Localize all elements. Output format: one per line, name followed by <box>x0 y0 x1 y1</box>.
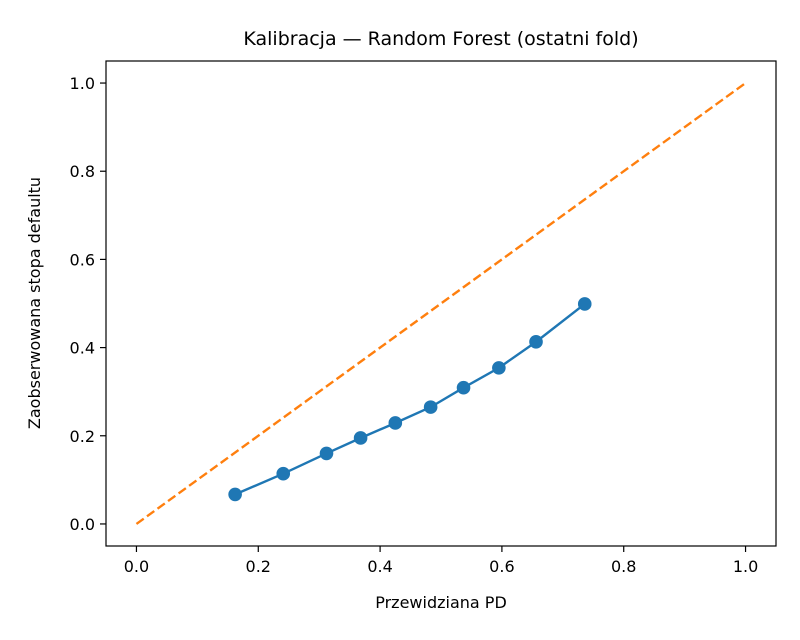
x-tick-label: 0.8 <box>611 557 636 576</box>
y-tick-label: 0.6 <box>70 250 95 269</box>
x-tick-label: 1.0 <box>733 557 758 576</box>
calibration-curve-line <box>234 302 586 496</box>
calibration-point <box>276 466 291 481</box>
calibration-point <box>353 431 368 445</box>
calibration-point <box>423 400 438 414</box>
y-tick-label: 1.0 <box>70 74 95 93</box>
reference-diagonal-line <box>135 82 747 525</box>
y-axis-ticks: 0.0 0.2 0.4 0.6 0.8 1.0 <box>70 74 106 534</box>
calibration-point <box>529 335 543 349</box>
x-tick-label: 0.2 <box>246 557 271 576</box>
plot-frame <box>105 60 777 547</box>
y-axis-label: Zaobserwowana stopa defaultu <box>25 177 44 429</box>
calibration-point <box>456 380 471 395</box>
x-tick-label: 0.4 <box>367 557 392 576</box>
calibration-point <box>319 446 334 461</box>
x-axis-ticks: 0.0 0.2 0.4 0.6 0.8 1.0 <box>124 546 758 576</box>
y-tick-label: 0.8 <box>70 162 95 181</box>
x-axis-label: Przewidziana PD <box>375 593 507 612</box>
y-tick-label: 0.2 <box>70 427 95 446</box>
calibration-point <box>492 361 506 375</box>
x-tick-label: 0.0 <box>124 557 149 576</box>
calibration-point <box>388 416 403 430</box>
y-tick-label: 0.4 <box>70 339 95 358</box>
chart-title: Kalibracja — Random Forest (ostatni fold… <box>243 28 638 50</box>
calibration-point <box>228 487 242 502</box>
calibration-point <box>577 297 592 311</box>
series-layer <box>135 82 747 525</box>
x-tick-label: 0.6 <box>489 557 514 576</box>
y-tick-label: 0.0 <box>70 515 95 534</box>
